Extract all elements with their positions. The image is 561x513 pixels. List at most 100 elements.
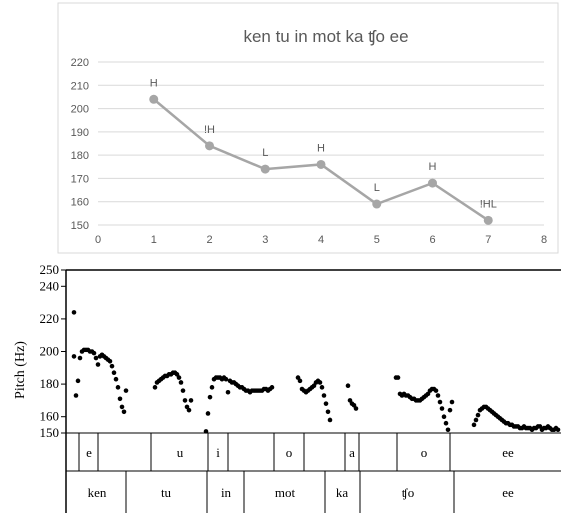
- pitch-point: [353, 406, 359, 411]
- vowel-label: a: [349, 445, 355, 460]
- x-tick-label: 3: [262, 234, 268, 246]
- y-axis-ticks: 150 160 170 180 190 200 210 220: [71, 57, 89, 232]
- pitch-point: [205, 411, 211, 416]
- x-axis-ticks: 0 1 2 3 4 5 6 7 8: [95, 234, 547, 246]
- pitch-point: [178, 380, 184, 385]
- pitch-point: [107, 358, 113, 364]
- y-tick-label: 190: [71, 127, 89, 139]
- pitch-point: [297, 378, 303, 384]
- pitch-point: [321, 393, 327, 398]
- x-tick-label: 7: [485, 234, 491, 246]
- pitch-point: [323, 401, 329, 406]
- pitch-point: [439, 406, 445, 411]
- pitch-point: [447, 407, 453, 413]
- pitch-point: [182, 398, 188, 403]
- pitch-point: [77, 355, 83, 361]
- gridlines: [98, 61, 544, 226]
- vowel-label: e: [86, 445, 92, 460]
- pitch-point: [176, 375, 182, 380]
- pitch-points: [71, 310, 561, 434]
- pitch-point: [225, 389, 231, 395]
- y-tick-label: 180: [71, 150, 89, 162]
- textgrid-frame: [65, 269, 561, 513]
- pitch-point: [473, 417, 479, 423]
- y-tick-label: 200: [40, 344, 60, 359]
- data-point: [372, 199, 382, 209]
- y-tick-label: 200: [71, 104, 89, 116]
- y-tick-label: 220: [71, 57, 89, 69]
- x-tick-label: 6: [429, 234, 435, 246]
- syllable-label: ʧo: [402, 485, 414, 500]
- x-tick-label: 5: [374, 234, 380, 246]
- tone-label: L: [374, 182, 380, 194]
- vowel-tier: e u i o a o ee: [78, 433, 514, 471]
- pitch-point: [327, 417, 333, 423]
- syllable-label: in: [221, 485, 232, 500]
- y-tick-label: 240: [40, 278, 60, 293]
- syllable-label: ee: [502, 485, 514, 500]
- syllable-tier: ken tu in mot ka ʧo ee: [88, 471, 514, 513]
- data-point: [205, 141, 214, 151]
- pitch-point: [475, 412, 481, 418]
- pitch-point: [71, 354, 77, 359]
- tone-label: !H: [204, 124, 215, 136]
- pitch-point: [111, 370, 117, 375]
- pitch-point: [471, 422, 477, 428]
- data-point: [483, 215, 493, 225]
- vowel-label: i: [216, 445, 220, 460]
- pitch-point: [207, 394, 213, 400]
- y-tick-label: 210: [71, 80, 89, 92]
- syllable-label: ka: [336, 485, 349, 500]
- pitch-point: [95, 362, 101, 367]
- x-tick-label: 0: [95, 234, 101, 246]
- y-tick-label: 220: [40, 311, 60, 326]
- x-tick-label: 2: [206, 234, 212, 246]
- pitch-point: [123, 388, 129, 393]
- pitch-point: [345, 383, 351, 389]
- pitch-point: [115, 385, 121, 390]
- tone-label: L: [262, 147, 268, 159]
- y-tick-label: 180: [40, 376, 60, 391]
- pitch-point: [449, 399, 455, 405]
- pitch-point: [75, 378, 81, 384]
- pitch-point: [445, 427, 451, 433]
- y-tick-label: 170: [71, 173, 89, 185]
- pitch-point: [435, 393, 441, 398]
- vowel-label: u: [177, 445, 184, 460]
- pitch-point: [186, 407, 192, 413]
- pitch-point: [119, 404, 125, 410]
- y-tick-label: 160: [40, 409, 60, 424]
- y-tick-label: 150: [71, 220, 89, 232]
- pitch-point: [152, 385, 158, 390]
- intonation-line-chart: ken tu in mot ka ʧo ee 15016017018019020…: [57, 2, 559, 254]
- pitch-point: [91, 350, 97, 356]
- pitch-y-axis-label: Pitch (Hz): [13, 341, 28, 399]
- syllable-label: tu: [161, 485, 172, 500]
- pitch-series: H!HL HLH!HL: [149, 77, 497, 225]
- pitch-point: [93, 355, 99, 361]
- pitch-point: [188, 398, 194, 403]
- pitch-point: [121, 409, 127, 415]
- y-tick-label: 150: [40, 425, 60, 440]
- x-tick-label: 4: [318, 234, 324, 246]
- vowel-label: o: [286, 445, 293, 460]
- pitch-point: [317, 380, 323, 385]
- tone-label: H: [317, 142, 325, 154]
- pitch-point: [269, 385, 275, 390]
- pitch-point: [555, 427, 561, 433]
- data-point: [260, 164, 270, 174]
- pitch-point: [223, 376, 229, 382]
- data-point: [428, 178, 437, 188]
- pitch-point: [319, 385, 325, 390]
- pitch-point: [441, 414, 447, 419]
- data-point: [316, 159, 326, 169]
- pitch-point: [71, 310, 77, 315]
- tone-label: !HL: [480, 198, 497, 210]
- vowel-label: ee: [502, 445, 514, 460]
- data-point: [149, 94, 159, 104]
- pitch-point: [73, 393, 79, 398]
- y-tick-label: 160: [71, 197, 89, 209]
- x-tick-label: 8: [541, 234, 547, 246]
